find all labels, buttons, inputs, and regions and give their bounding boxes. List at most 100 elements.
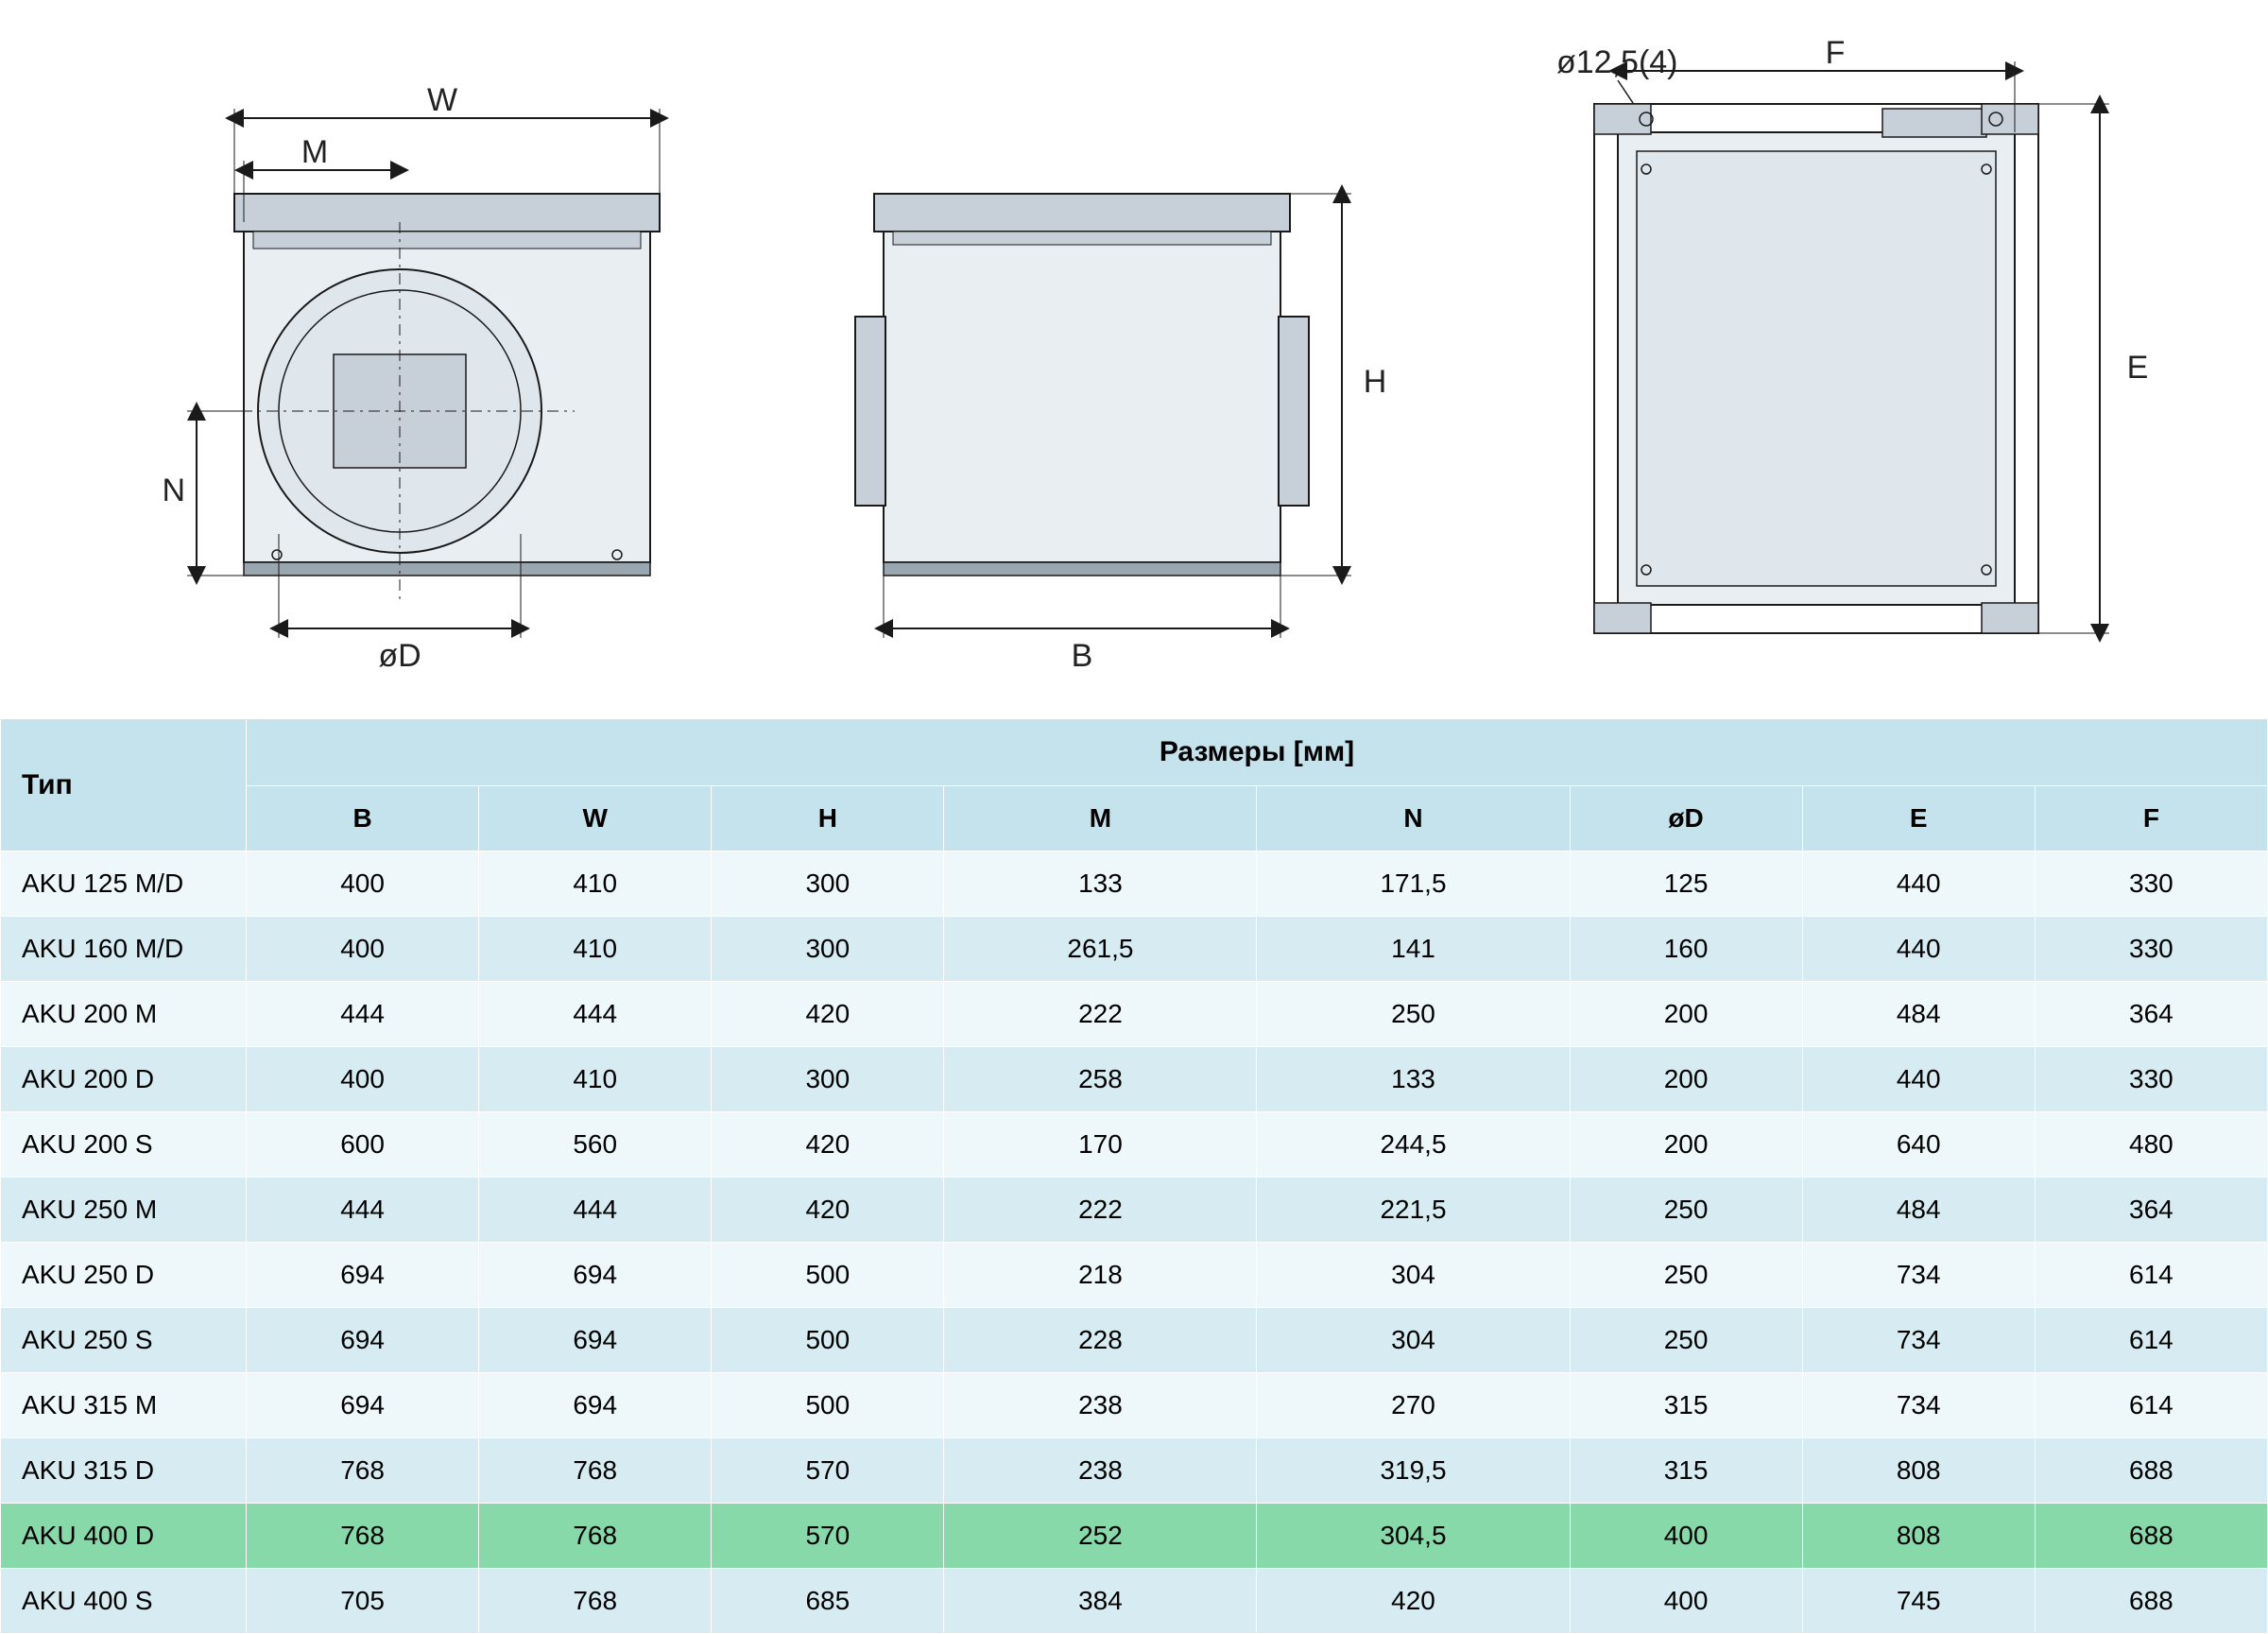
value-cell: 614 bbox=[2035, 1243, 2267, 1308]
value-cell: 484 bbox=[1802, 982, 2035, 1047]
value-cell: 640 bbox=[1802, 1112, 2035, 1178]
value-cell: 250 bbox=[1570, 1178, 1802, 1243]
type-cell: AKU 315 M bbox=[1, 1373, 247, 1438]
value-cell: 694 bbox=[247, 1243, 479, 1308]
type-cell: AKU 250 D bbox=[1, 1243, 247, 1308]
value-cell: 258 bbox=[944, 1047, 1257, 1112]
table-row: AKU 200 M444444420222250200484364 bbox=[1, 982, 2268, 1047]
value-cell: 261,5 bbox=[944, 917, 1257, 982]
table-row: AKU 200 D400410300258133200440330 bbox=[1, 1047, 2268, 1112]
value-cell: 400 bbox=[1570, 1504, 1802, 1569]
table-row: AKU 250 S694694500228304250734614 bbox=[1, 1308, 2268, 1373]
value-cell: 384 bbox=[944, 1569, 1257, 1634]
dim-label-N: N bbox=[163, 473, 186, 508]
type-header: Тип bbox=[1, 719, 247, 851]
value-cell: 200 bbox=[1570, 1047, 1802, 1112]
dim-label-F: F bbox=[1825, 35, 1845, 71]
table-row: AKU 315 D768768570238319,5315808688 bbox=[1, 1438, 2268, 1504]
value-cell: 808 bbox=[1802, 1504, 2035, 1569]
value-cell: 768 bbox=[479, 1569, 712, 1634]
type-cell: AKU 400 S bbox=[1, 1569, 247, 1634]
value-cell: 444 bbox=[247, 982, 479, 1047]
type-cell: AKU 400 D bbox=[1, 1504, 247, 1569]
value-cell: 694 bbox=[247, 1308, 479, 1373]
value-cell: 444 bbox=[479, 982, 712, 1047]
value-cell: 364 bbox=[2035, 982, 2267, 1047]
value-cell: 614 bbox=[2035, 1373, 2267, 1438]
value-cell: 734 bbox=[1802, 1308, 2035, 1373]
value-cell: 420 bbox=[712, 1178, 944, 1243]
value-cell: 484 bbox=[1802, 1178, 2035, 1243]
value-cell: 300 bbox=[712, 851, 944, 917]
dimensions-header: Размеры [мм] bbox=[247, 719, 2268, 786]
table-row: AKU 160 M/D400410300261,5141160440330 bbox=[1, 917, 2268, 982]
value-cell: 400 bbox=[247, 1047, 479, 1112]
type-cell: AKU 250 S bbox=[1, 1308, 247, 1373]
value-cell: 500 bbox=[712, 1373, 944, 1438]
value-cell: 400 bbox=[247, 851, 479, 917]
value-cell: 300 bbox=[712, 1047, 944, 1112]
column-header: N bbox=[1257, 786, 1570, 851]
value-cell: 250 bbox=[1570, 1243, 1802, 1308]
front-view-diagram: W M N øD bbox=[102, 33, 716, 680]
column-header: øD bbox=[1570, 786, 1802, 851]
value-cell: 304,5 bbox=[1257, 1504, 1570, 1569]
value-cell: 420 bbox=[712, 1112, 944, 1178]
value-cell: 685 bbox=[712, 1569, 944, 1634]
column-header: B bbox=[247, 786, 479, 851]
value-cell: 218 bbox=[944, 1243, 1257, 1308]
value-cell: 734 bbox=[1802, 1243, 2035, 1308]
value-cell: 694 bbox=[479, 1243, 712, 1308]
type-cell: AKU 160 M/D bbox=[1, 917, 247, 982]
column-header: E bbox=[1802, 786, 2035, 851]
hole-annotation: ø12,5(4) bbox=[1556, 44, 1678, 80]
value-cell: 238 bbox=[944, 1438, 1257, 1504]
column-header: W bbox=[479, 786, 712, 851]
value-cell: 315 bbox=[1570, 1438, 1802, 1504]
dim-label-M: M bbox=[301, 134, 328, 170]
type-cell: AKU 250 M bbox=[1, 1178, 247, 1243]
value-cell: 410 bbox=[479, 917, 712, 982]
table-row: AKU 400 D768768570252304,5400808688 bbox=[1, 1504, 2268, 1569]
value-cell: 133 bbox=[944, 851, 1257, 917]
value-cell: 768 bbox=[247, 1438, 479, 1504]
value-cell: 410 bbox=[479, 1047, 712, 1112]
type-cell: AKU 200 D bbox=[1, 1047, 247, 1112]
value-cell: 125 bbox=[1570, 851, 1802, 917]
value-cell: 705 bbox=[247, 1569, 479, 1634]
table-row: AKU 250 M444444420222221,5250484364 bbox=[1, 1178, 2268, 1243]
value-cell: 200 bbox=[1570, 982, 1802, 1047]
value-cell: 688 bbox=[2035, 1569, 2267, 1634]
value-cell: 440 bbox=[1802, 1047, 2035, 1112]
value-cell: 768 bbox=[247, 1504, 479, 1569]
value-cell: 734 bbox=[1802, 1373, 2035, 1438]
value-cell: 304 bbox=[1257, 1308, 1570, 1373]
type-cell: AKU 125 M/D bbox=[1, 851, 247, 917]
dim-label-W: W bbox=[427, 82, 457, 118]
value-cell: 133 bbox=[1257, 1047, 1570, 1112]
value-cell: 141 bbox=[1257, 917, 1570, 982]
value-cell: 420 bbox=[712, 982, 944, 1047]
value-cell: 238 bbox=[944, 1373, 1257, 1438]
value-cell: 304 bbox=[1257, 1243, 1570, 1308]
column-header: H bbox=[712, 786, 944, 851]
type-cell: AKU 200 M bbox=[1, 982, 247, 1047]
value-cell: 364 bbox=[2035, 1178, 2267, 1243]
dim-label-B: B bbox=[1072, 638, 1093, 674]
value-cell: 444 bbox=[479, 1178, 712, 1243]
table-row: AKU 250 D694694500218304250734614 bbox=[1, 1243, 2268, 1308]
value-cell: 228 bbox=[944, 1308, 1257, 1373]
value-cell: 252 bbox=[944, 1504, 1257, 1569]
technical-drawings: W M N øD bbox=[0, 0, 2268, 718]
value-cell: 250 bbox=[1257, 982, 1570, 1047]
table-row: AKU 200 S600560420170244,5200640480 bbox=[1, 1112, 2268, 1178]
side-view-diagram: H B bbox=[808, 33, 1394, 680]
value-cell: 570 bbox=[712, 1438, 944, 1504]
table-row: AKU 125 M/D400410300133171,5125440330 bbox=[1, 851, 2268, 917]
value-cell: 200 bbox=[1570, 1112, 1802, 1178]
table-row: AKU 400 S705768685384420400745688 bbox=[1, 1569, 2268, 1634]
column-headers-row: BWHMNøDEF bbox=[1, 786, 2268, 851]
value-cell: 250 bbox=[1570, 1308, 1802, 1373]
value-cell: 222 bbox=[944, 1178, 1257, 1243]
value-cell: 444 bbox=[247, 1178, 479, 1243]
